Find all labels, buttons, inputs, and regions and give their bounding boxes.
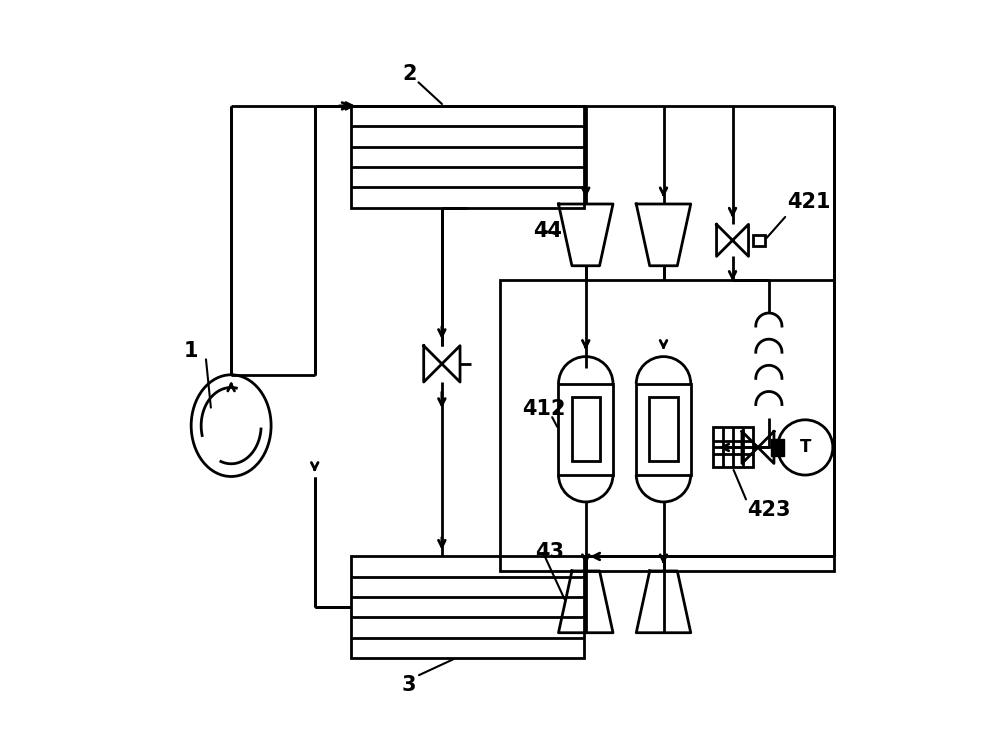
Text: 423: 423 bbox=[747, 501, 791, 520]
Text: 3: 3 bbox=[402, 675, 416, 695]
Bar bbox=[713, 428, 753, 467]
Bar bbox=[558, 384, 613, 475]
Bar bbox=[351, 556, 584, 658]
Bar bbox=[500, 280, 834, 571]
Text: 43: 43 bbox=[535, 542, 564, 562]
Text: 44: 44 bbox=[533, 220, 562, 240]
Text: 412: 412 bbox=[522, 398, 565, 419]
Bar bbox=[771, 439, 784, 456]
Text: 1: 1 bbox=[184, 340, 198, 361]
Bar bbox=[636, 384, 691, 475]
Bar bbox=[649, 398, 678, 462]
Bar bbox=[572, 398, 600, 462]
Text: 421: 421 bbox=[787, 192, 831, 212]
Bar bbox=[753, 234, 765, 246]
Bar bbox=[351, 106, 584, 207]
Text: T: T bbox=[800, 439, 811, 456]
Text: 2: 2 bbox=[402, 65, 416, 85]
